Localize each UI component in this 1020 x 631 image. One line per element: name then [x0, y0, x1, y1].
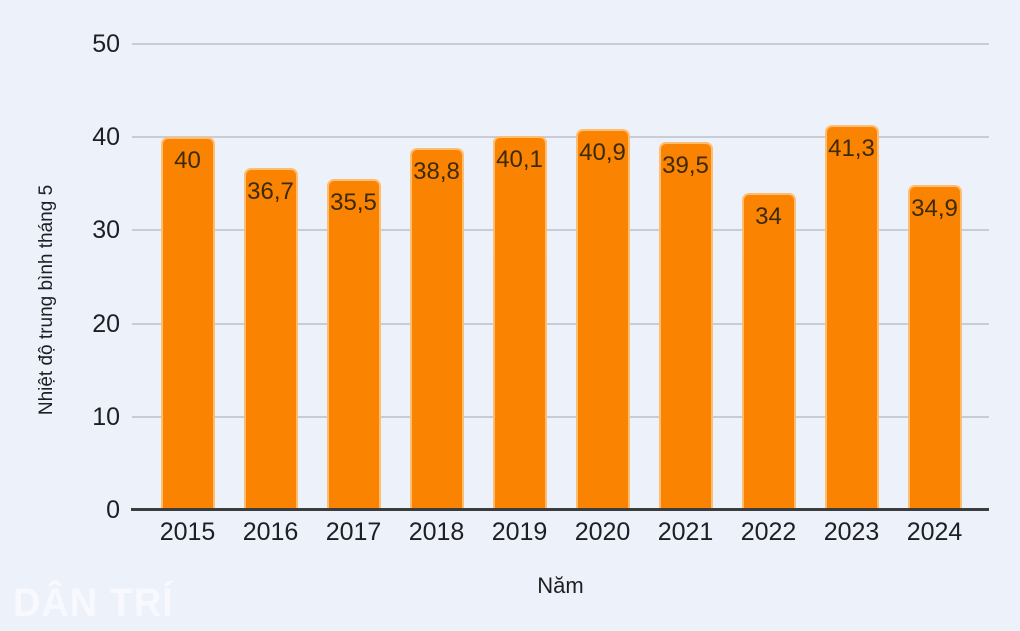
bar-band-2023: 41,3	[810, 44, 893, 510]
bar-value-label-2018: 38,8	[413, 158, 460, 186]
plot-area	[132, 43, 989, 510]
y-tick-50: 50	[92, 30, 120, 58]
bar-2018: 38,8	[409, 148, 464, 510]
gridline-10	[132, 415, 989, 418]
bar-series: 40 36,7 35,5 38,8 40,1 40,9 39,5 34 41,3 34,9	[146, 44, 976, 510]
bar-value-label-2021: 39,5	[662, 151, 709, 179]
bar-2015: 40	[160, 137, 215, 510]
bar-2023: 41,3	[824, 125, 879, 510]
x-tick-2022: 2022	[740, 518, 797, 546]
bar-value-label-2016: 36,7	[247, 177, 294, 205]
bar-2020: 40,9	[575, 128, 630, 510]
bar-band-2020: 40,9	[561, 44, 644, 510]
y-tick-30: 30	[92, 216, 120, 245]
x-axis-title: Năm	[537, 573, 584, 598]
gridline-30	[132, 229, 989, 232]
x-tick-2018: 2018	[408, 518, 465, 546]
gridline-50	[132, 43, 989, 45]
x-tick-2023: 2023	[823, 518, 880, 546]
y-tick-40: 40	[92, 123, 120, 152]
x-tick-2019: 2019	[491, 518, 548, 546]
bar-value-label-2023: 41,3	[828, 135, 875, 163]
bar-band-2015: 40	[146, 44, 229, 510]
x-tick-2015: 2015	[159, 518, 216, 546]
y-tick-0: 0	[106, 496, 120, 524]
bar-value-label-2024: 34,9	[911, 194, 958, 222]
x-tick-2016: 2016	[242, 518, 299, 546]
bar-2017: 35,5	[326, 179, 381, 510]
x-tick-2020: 2020	[574, 518, 631, 546]
bar-band-2024: 34,9	[893, 44, 976, 510]
x-tick-2017: 2017	[325, 518, 382, 546]
bar-2024: 34,9	[907, 184, 962, 510]
bar-2019: 40,1	[492, 136, 547, 510]
bar-value-label-2022: 34	[755, 203, 782, 231]
bar-value-label-2020: 40,9	[579, 138, 626, 166]
bar-value-label-2019: 40,1	[496, 146, 543, 174]
bar-band-2022: 34	[727, 44, 810, 510]
x-axis-line	[131, 508, 989, 511]
bar-band-2018: 38,8	[395, 44, 478, 510]
bar-2022: 34	[741, 193, 796, 510]
bar-2021: 39,5	[658, 141, 713, 510]
x-tick-2021: 2021	[657, 518, 714, 546]
bar-2016: 36,7	[243, 167, 298, 510]
x-tick-2024: 2024	[906, 518, 963, 546]
y-tick-10: 10	[92, 402, 120, 431]
y-axis-title: Nhiệt độ trung bình tháng 5	[36, 184, 57, 416]
x-axis-tick-labels: 2015 2016 2017 2018 2019 2020 2021 2022 2023 2024	[146, 518, 976, 547]
y-tick-20: 20	[92, 309, 120, 338]
bar-band-2019: 40,1	[478, 44, 561, 510]
bar-band-2017: 35,5	[312, 44, 395, 510]
bar-band-2016: 36,7	[229, 44, 312, 510]
bar-value-label-2017: 35,5	[330, 189, 377, 217]
dantri-watermark-logo: DÂN TRÍ	[13, 581, 174, 625]
bar-band-2021: 39,5	[644, 44, 727, 510]
gridline-40	[132, 136, 989, 139]
gridline-20	[132, 322, 989, 325]
bar-value-label-2015: 40	[174, 147, 201, 175]
